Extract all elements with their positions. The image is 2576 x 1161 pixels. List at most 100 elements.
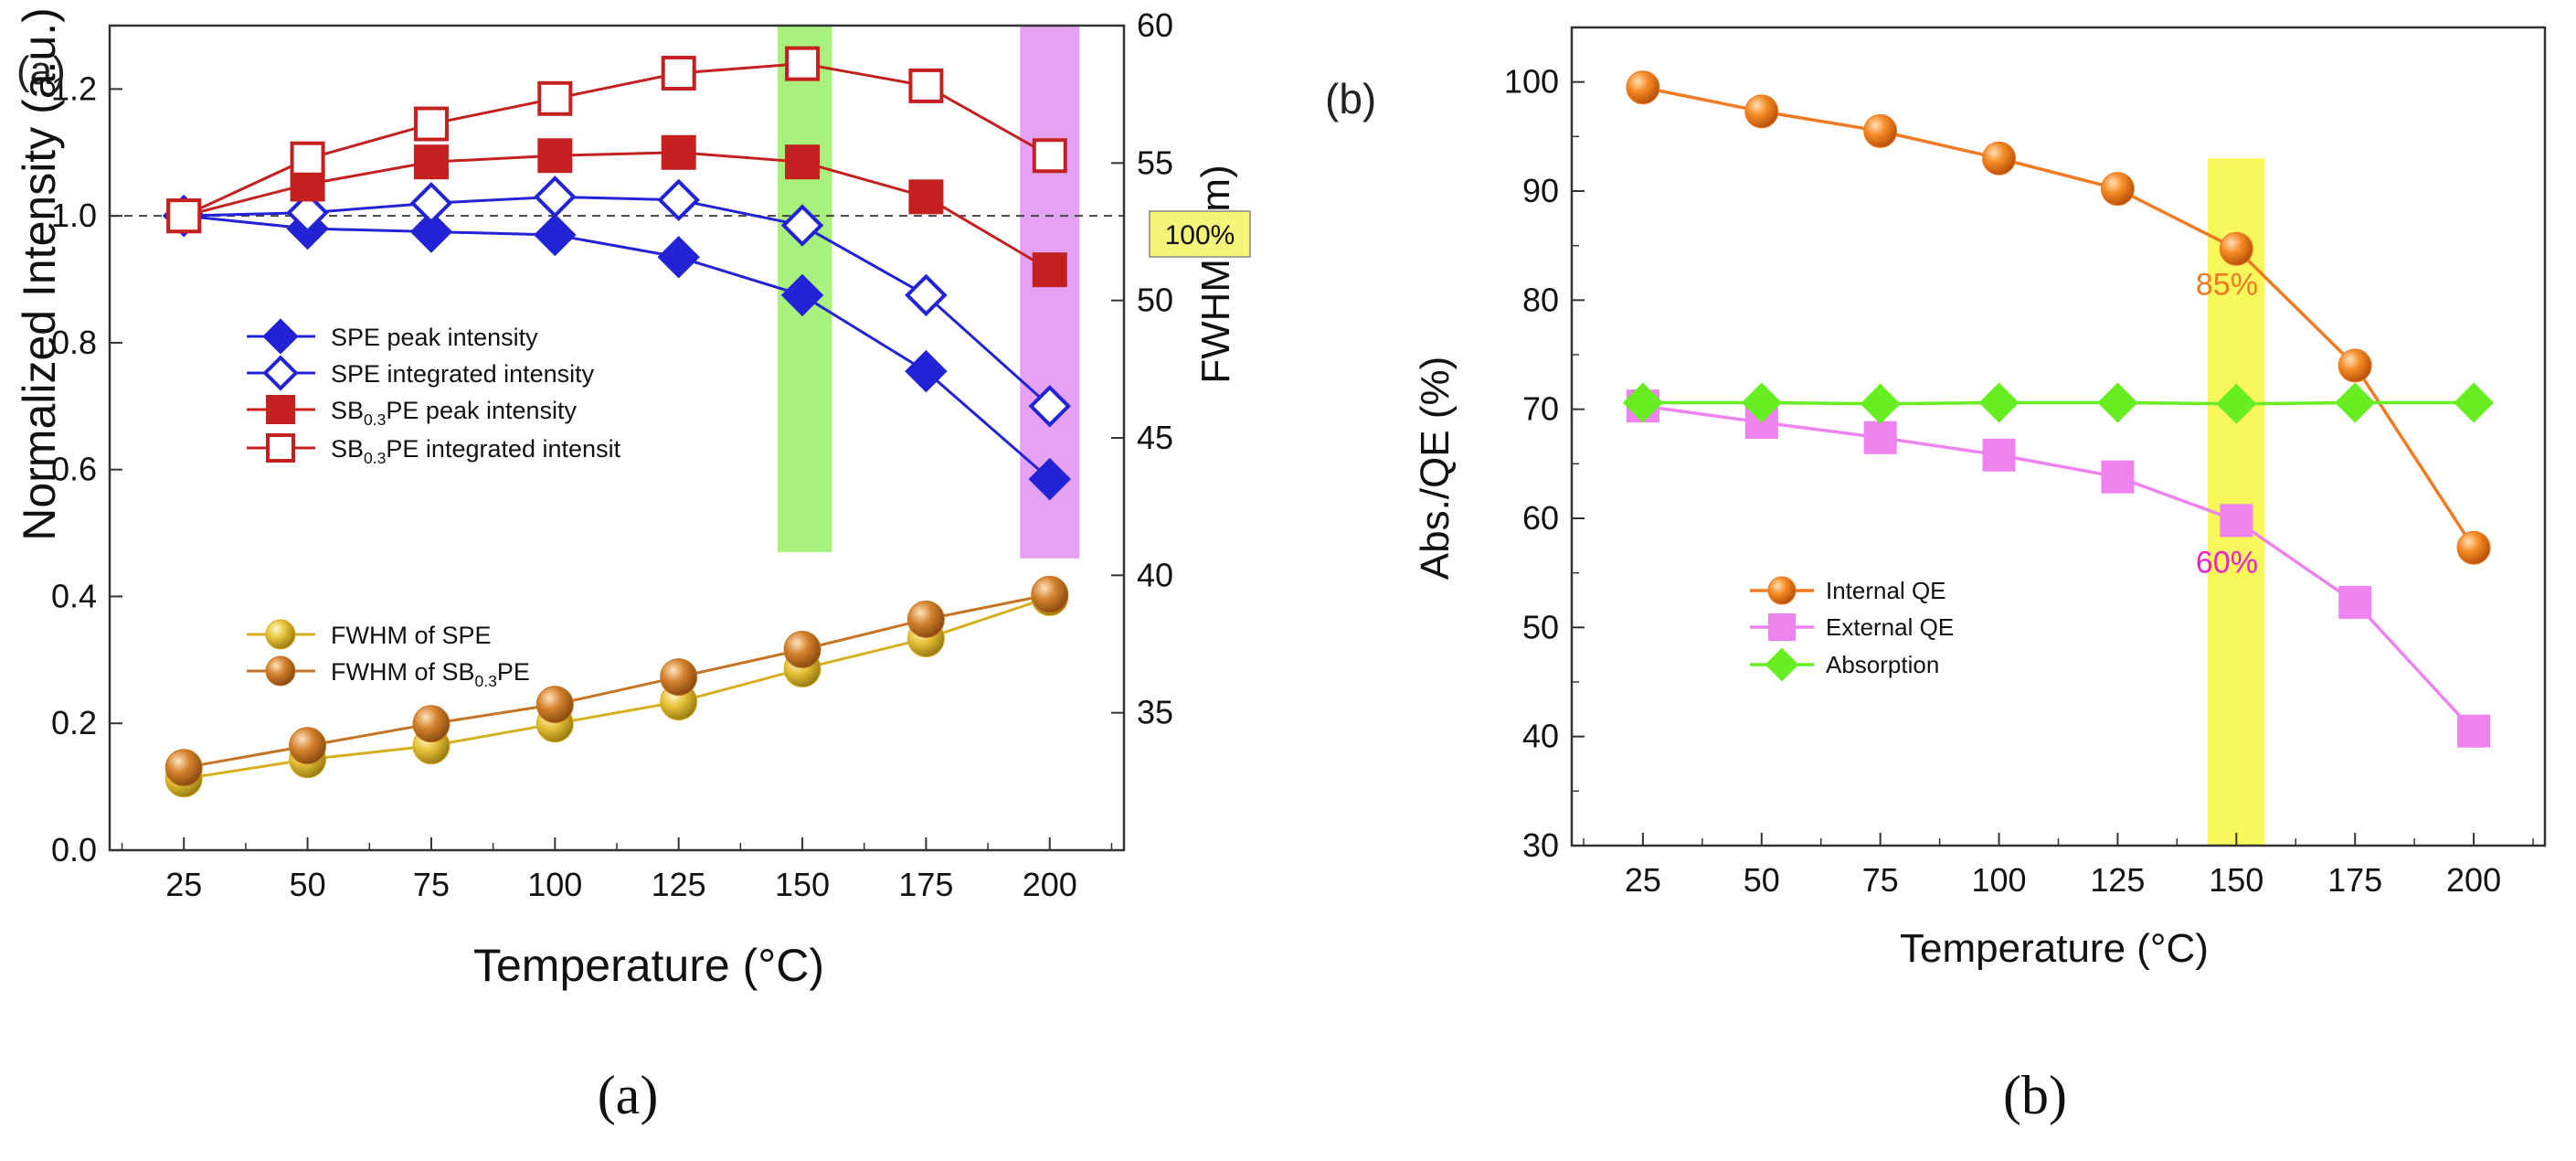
x-tick-label: 25	[165, 866, 202, 903]
data-point	[1741, 382, 1782, 423]
series-internal-qe	[1626, 70, 2491, 565]
y-tick-label: 80	[1522, 281, 1559, 318]
series-line	[183, 592, 1051, 770]
legend-label: Internal QE	[1826, 577, 1946, 604]
legend-label: SB0.3PE integrated intensit	[331, 435, 621, 467]
data-point	[785, 144, 821, 180]
x-tick-label: 150	[775, 866, 830, 903]
data-point	[1982, 438, 2016, 472]
legend-swatch-marker	[265, 655, 296, 687]
series-absorption	[1622, 382, 2495, 424]
data-point	[657, 236, 700, 279]
y-tick-label: 0.2	[51, 704, 97, 741]
data-point	[286, 191, 329, 234]
panel-label: (a)	[16, 48, 66, 93]
y-tick-label: 90	[1522, 172, 1559, 209]
data-point	[2337, 348, 2372, 383]
x-axis-title: Temperature (°C)	[473, 940, 824, 991]
data-point	[905, 349, 948, 393]
x-tick-label: 175	[898, 866, 953, 903]
legend-swatch-marker	[266, 395, 295, 424]
highlight-band-1	[2208, 158, 2265, 846]
data-point	[1028, 457, 1072, 501]
data-point	[2457, 714, 2491, 748]
y-tick-label: 0.0	[51, 831, 97, 868]
y-tick-label: 70	[1522, 390, 1559, 428]
data-point	[1863, 421, 1897, 454]
data-point	[1744, 94, 1779, 129]
x-tick-label: 50	[1744, 861, 1780, 899]
y-tick-label: 1.0	[51, 197, 97, 234]
series-line	[1642, 85, 2475, 549]
data-point	[534, 176, 577, 218]
legend-item-absorption: Absorption	[1750, 647, 1939, 682]
series-external-qe	[1626, 389, 2491, 748]
y-tick-label: 50	[1522, 608, 1559, 645]
series-line	[183, 62, 1051, 218]
series-line	[1642, 404, 2475, 732]
data-series	[162, 46, 1072, 798]
data-point	[1860, 383, 1901, 424]
legend-label: SPE peak intensity	[331, 324, 538, 351]
data-point	[661, 56, 696, 91]
panel-a: 25 50 75 100 125 150 175 200 0.0 0.2 0.4 0.6 0.8 1.0 1…	[14, 6, 1251, 1125]
series-line	[184, 195, 1051, 408]
data-point	[537, 80, 573, 116]
y-right-tick-label: 45	[1137, 419, 1173, 456]
data-point	[2100, 172, 2135, 207]
data-point	[409, 210, 453, 253]
data-point	[905, 273, 948, 317]
y-tick-label: 0.4	[51, 577, 97, 614]
panel-label: (b)	[1325, 75, 1376, 122]
legend-swatch-marker	[1765, 647, 1799, 682]
data-point	[1626, 70, 1660, 105]
data-point	[1863, 113, 1898, 148]
series-fwhm-of-sb0-3pe	[164, 575, 1069, 787]
data-point	[534, 213, 577, 257]
x-tick-label: 100	[1972, 861, 2027, 899]
data-point	[783, 631, 822, 669]
axis-ticks: 25 50 75 100 125 150 175 200 0.0 0.2 0.4 0.6 0.8 1.0 1…	[51, 6, 1173, 903]
y-tick-label: 30	[1522, 826, 1559, 864]
legend-item-sb0-3pe-peak-intensity: SB0.3PE peak intensity	[247, 395, 578, 429]
y-axis-right-title: FWHM (nm)	[1193, 165, 1238, 384]
legend-item-spe-integrated-intensity: SPE integrated intensity	[247, 355, 595, 391]
x-tick-label: 75	[413, 866, 450, 903]
annotation-label: 85%	[2196, 267, 2258, 302]
y-tick-label: 0.8	[51, 324, 97, 361]
data-point	[906, 600, 945, 638]
data-point	[1032, 252, 1067, 288]
data-point	[785, 46, 821, 81]
annotations: 85% 60%	[2196, 267, 2258, 580]
x-tick-label: 75	[1862, 861, 1899, 899]
legend-swatch-marker	[1767, 576, 1797, 605]
y-axis-title: Abs./QE (%)	[1413, 357, 1458, 580]
x-tick-label: 125	[2090, 861, 2145, 899]
reference-label-box	[1149, 210, 1251, 258]
legend-label: SPE integrated intensity	[331, 360, 595, 388]
legend-item-fwhm-of-spe: FWHM of SPE	[247, 619, 492, 650]
data-point	[780, 204, 824, 247]
legend-swatch-marker	[1768, 613, 1796, 641]
x-tick-label: 200	[2446, 861, 2501, 899]
legend-item-sb0-3pe-integrated-intensit: SB0.3PE integrated intensit	[247, 433, 621, 467]
y-tick-label: 40	[1522, 718, 1559, 755]
data-point	[2335, 382, 2376, 423]
highlight-bands	[2208, 158, 2265, 846]
x-tick-label: 50	[290, 866, 326, 903]
data-point	[413, 106, 449, 142]
series-sb0-3pe-integrated-intensit	[166, 46, 1067, 234]
data-point	[164, 749, 203, 787]
x-tick-label: 150	[2209, 861, 2263, 899]
data-point	[409, 182, 453, 225]
legend-swatch-marker	[265, 619, 296, 650]
data-point	[2454, 382, 2495, 423]
caption: (b)	[2003, 1065, 2067, 1125]
legend-label: FWHM of SB0.3PE	[331, 658, 530, 690]
legend-swatch-marker	[266, 433, 295, 463]
x-tick-label: 200	[1023, 866, 1077, 903]
data-point	[412, 705, 451, 743]
y-tick-label: 60	[1522, 499, 1559, 537]
panel-b: 25 50 75 100 125 150 175 200 30 40 50 60 70 80 90 100 (…	[1325, 26, 2547, 1125]
